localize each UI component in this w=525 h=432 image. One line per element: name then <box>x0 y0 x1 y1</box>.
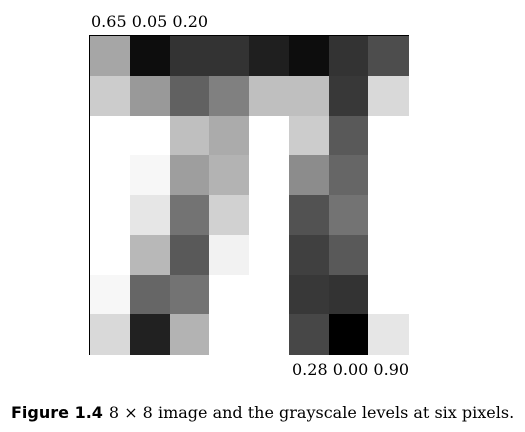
pixel-cell-r8-c1 <box>90 314 131 355</box>
pixel-cell-r2-c2 <box>129 75 171 117</box>
pixel-cell-r8-c3 <box>169 314 210 355</box>
pixel-cell-r1-c3 <box>169 36 210 77</box>
pixel-cell-r5-c2 <box>129 195 171 236</box>
pixel-cell-r4-c3 <box>169 155 210 196</box>
pixel-cell-r8-c7 <box>328 314 369 355</box>
pixel-cell-r4-c4 <box>209 155 250 196</box>
pixel-cell-r4-c2 <box>129 155 171 196</box>
pixel-cell-r3-c1 <box>90 115 131 156</box>
pixel-cell-r4-c5 <box>249 155 290 196</box>
pixel-cell-r7-c8 <box>368 274 409 315</box>
pixel-cell-r5-c7 <box>328 195 369 236</box>
pixel-cell-r5-c4 <box>209 195 250 236</box>
pixel-cell-r3-c5 <box>249 115 290 156</box>
pixel-cell-r6-c7 <box>328 234 369 276</box>
pixel-cell-r1-c4 <box>209 36 250 77</box>
pixel-cell-r6-c8 <box>368 234 409 276</box>
caption-text: 8 × 8 image and the grayscale levels at … <box>108 403 515 422</box>
pixel-cell-r1-c5 <box>249 36 290 77</box>
pixel-cell-r3-c2 <box>129 115 171 156</box>
pixel-cell-r6-c1 <box>90 234 131 276</box>
pixel-cell-r3-c4 <box>209 115 250 156</box>
pixel-grid <box>89 35 409 355</box>
pixel-cell-r3-c7 <box>328 115 369 156</box>
top-pixel-values: 0.65 0.05 0.20 <box>91 12 209 31</box>
pixel-cell-r1-c1 <box>90 36 131 77</box>
figure-caption: Figure 1.4 8 × 8 image and the grayscale … <box>11 404 514 422</box>
pixel-cell-r2-c5 <box>249 75 290 117</box>
pixel-cell-r6-c3 <box>169 234 210 276</box>
pixel-cell-r2-c4 <box>209 75 250 117</box>
pixel-cell-r8-c2 <box>129 314 171 355</box>
pixel-cell-r8-c6 <box>288 314 330 355</box>
pixel-cell-r8-c4 <box>209 314 250 355</box>
pixel-cell-r5-c1 <box>90 195 131 236</box>
pixel-cell-r6-c4 <box>209 234 250 276</box>
pixel-cell-r2-c6 <box>288 75 330 117</box>
pixel-cell-r7-c2 <box>129 274 171 315</box>
pixel-cell-r7-c1 <box>90 274 131 315</box>
pixel-cell-r5-c5 <box>249 195 290 236</box>
pixel-cell-r6-c6 <box>288 234 330 276</box>
pixel-cell-r2-c8 <box>368 75 409 117</box>
pixel-cell-r5-c8 <box>368 195 409 236</box>
pixel-cell-r7-c3 <box>169 274 210 315</box>
pixel-cell-r1-c2 <box>129 36 171 77</box>
pixel-cell-r3-c3 <box>169 115 210 156</box>
pixel-cell-r4-c1 <box>90 155 131 196</box>
pixel-cell-r4-c8 <box>368 155 409 196</box>
pixel-cell-r4-c6 <box>288 155 330 196</box>
caption-figure-number: Figure 1.4 <box>11 403 103 422</box>
pixel-cell-r3-c8 <box>368 115 409 156</box>
pixel-cell-r6-c2 <box>129 234 171 276</box>
pixel-cell-r6-c5 <box>249 234 290 276</box>
pixel-cell-r8-c8 <box>368 314 409 355</box>
pixel-cell-r7-c6 <box>288 274 330 315</box>
pixel-cell-r3-c6 <box>288 115 330 156</box>
pixel-cell-r8-c5 <box>249 314 290 355</box>
pixel-cell-r5-c3 <box>169 195 210 236</box>
pixel-cell-r4-c7 <box>328 155 369 196</box>
pixel-cell-r7-c4 <box>209 274 250 315</box>
pixel-cell-r1-c8 <box>368 36 409 77</box>
bottom-pixel-values: 0.28 0.00 0.90 <box>292 360 410 379</box>
pixel-cell-r2-c7 <box>328 75 369 117</box>
pixel-cell-r1-c6 <box>288 36 330 77</box>
pixel-cell-r1-c7 <box>328 36 369 77</box>
pixel-cell-r2-c3 <box>169 75 210 117</box>
pixel-cell-r5-c6 <box>288 195 330 236</box>
pixel-cell-r7-c7 <box>328 274 369 315</box>
pixel-cell-r7-c5 <box>249 274 290 315</box>
pixel-cell-r2-c1 <box>90 75 131 117</box>
